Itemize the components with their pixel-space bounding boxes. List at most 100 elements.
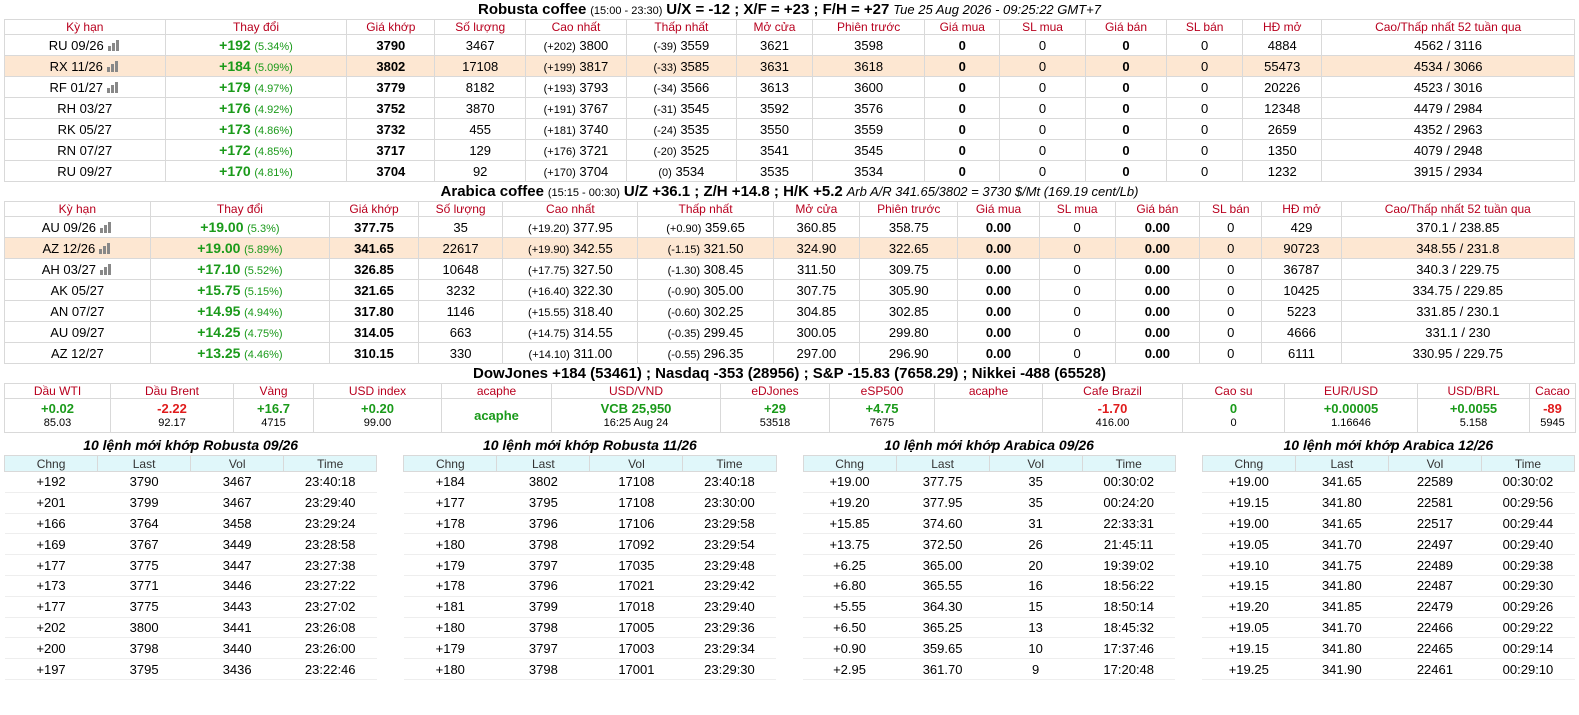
bid-price: 0 — [924, 55, 1001, 77]
arabica-contract-row[interactable]: AZ 12/27 +13.25 (4.46%) 310.15 330 (+14.10) … — [4, 342, 1576, 364]
arabica-contract-row[interactable]: AZ 12/26 +19.00 (5.89%) 341.65 22617 (+19.90… — [4, 237, 1576, 259]
bar-chart-icon[interactable] — [99, 242, 112, 254]
indices-summary: DowJones +184 (53461) ; Nasdaq -353 (289… — [473, 365, 1106, 382]
last-price: 3717 — [346, 139, 436, 161]
contract-term[interactable]: AU 09/27 — [4, 321, 151, 343]
change-percent: (5.3%) — [247, 223, 280, 235]
ask-qty: 0 — [1199, 342, 1263, 364]
arabica-contract-row[interactable]: AH 03/27 +17.10 (5.52%) 326.85 10648 (+17.75… — [4, 258, 1576, 280]
contract-term-label[interactable]: RN 07/27 — [57, 142, 113, 158]
arabica-contract-row[interactable]: AU 09/27 +14.25 (4.75%) 314.05 663 (+14.75) … — [4, 321, 1576, 343]
contract-term-label[interactable]: AU 09/27 — [50, 324, 105, 340]
robusta-contract-row[interactable]: RX 11/26 +184 (5.09%) 3802 17108 (+199) 3817… — [4, 55, 1575, 77]
last-price: 317.80 — [329, 300, 419, 322]
robusta-contract-row[interactable]: RK 05/27 +173 (4.86%) 3732 455 (+181) 3740 (-… — [4, 118, 1575, 140]
trade-row: +178 3796 17021 23:29:42 — [403, 575, 776, 597]
contract-term[interactable]: AU 09/26 — [4, 216, 151, 238]
low-diff: (-0.35) — [667, 327, 701, 340]
contract-term-label[interactable]: RH 03/27 — [57, 100, 113, 116]
contract-term-label[interactable]: AK 05/27 — [50, 282, 105, 298]
arabica-header-row: Kỳ hạn Thay đổi Giá khớp Số lượng Cao nhất Th… — [4, 201, 1576, 217]
robusta-contract-row[interactable]: RU 09/26 +192 (5.34%) 3790 3467 (+202) 3800(… — [4, 34, 1575, 56]
bid-qty: 0 — [999, 55, 1086, 77]
trade-last: 374.60 — [896, 513, 990, 535]
change-value: +15.75 — [197, 282, 241, 298]
contract-term-label[interactable]: AZ 12/26 — [42, 240, 96, 256]
contract-term[interactable]: AN 07/27 — [4, 300, 151, 322]
index-label: Vàng — [233, 383, 314, 399]
contract-term[interactable]: RF 01/27 — [4, 76, 166, 98]
contract-term[interactable]: RU 09/27 — [4, 160, 166, 182]
contract-term-label[interactable]: AU 09/26 — [41, 219, 96, 235]
contract-term-label[interactable]: RU 09/26 — [48, 37, 104, 53]
trade-time: 00:29:40 — [1481, 533, 1575, 556]
robusta-col-header: Thấp nhất — [625, 19, 737, 35]
index-value: +29 — [763, 400, 787, 416]
bar-chart-icon[interactable] — [107, 81, 120, 93]
last-price-value: 3802 — [376, 58, 406, 74]
robusta-contract-row[interactable]: RH 03/27 +176 (4.92%) 3752 3870 (+191) 3767(… — [4, 97, 1575, 119]
contract-term[interactable]: AK 05/27 — [4, 279, 151, 301]
high-value: 3793 — [579, 79, 609, 95]
contract-term[interactable]: AZ 12/26 — [4, 237, 151, 259]
contract-term-label[interactable]: RF 01/27 — [49, 79, 103, 95]
bid-qty: 0 — [999, 97, 1086, 119]
robusta-contract-row[interactable]: RN 07/27 +172 (4.85%) 3717 129 (+176) 3721 (-… — [4, 139, 1575, 161]
contract-term-label[interactable]: RK 05/27 — [57, 121, 112, 137]
bid-price: 0 — [924, 160, 1001, 182]
trade-time: 22:33:31 — [1082, 513, 1176, 535]
bid-price: 0 — [924, 97, 1001, 119]
contract-term-label[interactable]: AZ 12/27 — [50, 345, 104, 361]
trade-change: +180 — [403, 658, 497, 680]
contract-term[interactable]: AH 03/27 — [4, 258, 151, 280]
contract-term[interactable]: RU 09/26 — [4, 34, 166, 56]
low-diff: (-0.90) — [667, 285, 701, 298]
last-price-value: 3752 — [376, 100, 406, 116]
bar-chart-icon[interactable] — [107, 39, 121, 51]
trade-row: +197 3795 3436 23:22:46 — [4, 658, 377, 680]
trade-change: +192 — [4, 471, 98, 493]
trade-last: 364.30 — [896, 596, 990, 618]
bar-chart-icon[interactable] — [99, 263, 113, 275]
contract-term[interactable]: RH 03/27 — [4, 97, 166, 119]
trade-col-header: Time — [1081, 455, 1176, 472]
contract-term[interactable]: RN 07/27 — [4, 139, 166, 161]
high-price: (+14.10) 311.00 — [502, 342, 639, 364]
price-change: +14.95 (4.94%) — [149, 300, 331, 322]
trade-volume: 22487 — [1388, 575, 1482, 597]
trade-table: Chng Last Vol Time +192 3790 3467 23:40:18 +201 3… — [3, 455, 378, 680]
trade-last: 377.75 — [896, 471, 990, 493]
contract-term[interactable]: AZ 12/27 — [4, 342, 151, 364]
arabica-contract-row[interactable]: AN 07/27 +14.95 (4.94%) 317.80 1146 (+15.55)… — [4, 300, 1576, 322]
contract-term-label[interactable]: RU 09/27 — [57, 163, 113, 179]
trade-volume: 31 — [989, 513, 1083, 535]
robusta-contract-row[interactable]: RF 01/27 +179 (4.97%) 3779 8182 (+193) 3793(… — [4, 76, 1575, 98]
low-price: (-20) 3525 — [625, 139, 737, 161]
trade-last: 3798 — [496, 617, 590, 639]
arabica-contract-row[interactable]: AK 05/27 +15.75 (5.15%) 321.65 3232 (+16.40)… — [4, 279, 1576, 301]
high-diff: (+193) — [543, 82, 576, 95]
bar-chart-icon[interactable] — [106, 60, 120, 72]
contract-term[interactable]: RX 11/26 — [4, 55, 166, 77]
arabica-contract-row[interactable]: AU 09/26 +19.00 (5.3%) 377.75 35 (+19.20) 37… — [4, 216, 1576, 238]
contract-term-label[interactable]: RX 11/26 — [49, 58, 103, 74]
week52-range: 348.55 / 231.8 — [1340, 237, 1576, 259]
ask-price: 0 — [1084, 55, 1168, 77]
robusta-contract-row[interactable]: RU 09/27 +170 (4.81%) 3704 92 (+170) 3704 (0)… — [4, 160, 1575, 182]
index-value: acaphe — [474, 408, 519, 423]
week52-range: 3915 / 2934 — [1321, 160, 1575, 182]
high-value: 314.55 — [572, 324, 613, 340]
contract-term[interactable]: RK 05/27 — [4, 118, 166, 140]
change-percent: (4.81%) — [254, 167, 293, 179]
high-diff: (+199) — [543, 61, 576, 74]
bar-chart-icon[interactable] — [99, 221, 113, 233]
bid-qty: 0 — [999, 139, 1086, 161]
trade-row: +19.25 341.90 22461 00:29:10 — [1202, 658, 1575, 680]
trade-volume: 9 — [989, 658, 1083, 680]
low-value: 302.25 — [703, 303, 744, 319]
contract-term-label[interactable]: AH 03/27 — [41, 261, 96, 277]
contract-term-label[interactable]: AN 07/27 — [50, 303, 105, 319]
low-value: 321.50 — [703, 240, 744, 256]
trade-time: 00:29:22 — [1481, 617, 1575, 639]
trade-row: +19.00 341.65 22589 00:30:02 — [1202, 471, 1575, 493]
